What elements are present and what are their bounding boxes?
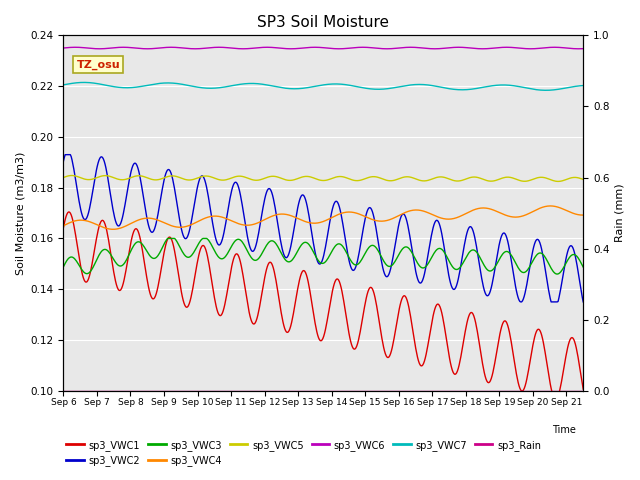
sp3_Rain <box>152 388 159 394</box>
Text: Time: Time <box>552 425 576 435</box>
sp3_VWC6 <box>296 46 304 51</box>
Legend: sp3_VWC1, sp3_VWC2, sp3_VWC3, sp3_VWC4, sp3_VWC5, sp3_VWC6, sp3_VWC7, sp3_Rain: sp3_VWC1, sp3_VWC2, sp3_VWC3, sp3_VWC4, … <box>63 436 545 470</box>
sp3_VWC5 <box>296 175 303 181</box>
sp3_VWC1 <box>552 396 559 402</box>
sp3_VWC6 <box>120 44 127 50</box>
sp3_VWC7 <box>60 82 67 88</box>
sp3_VWC7 <box>367 86 374 92</box>
sp3_VWC1 <box>296 277 303 283</box>
sp3_VWC4 <box>452 215 460 221</box>
sp3_VWC5 <box>579 177 587 182</box>
sp3_VWC2 <box>60 158 67 164</box>
sp3_VWC5 <box>452 178 460 184</box>
sp3_VWC7 <box>579 83 587 88</box>
sp3_VWC3 <box>579 264 587 270</box>
sp3_Rain <box>406 388 414 394</box>
sp3_VWC6 <box>408 45 416 50</box>
sp3_VWC4 <box>60 223 67 228</box>
Title: SP3 Soil Moisture: SP3 Soil Moisture <box>257 15 389 30</box>
Y-axis label: Rain (mm): Rain (mm) <box>615 184 625 242</box>
sp3_VWC6 <box>194 46 202 52</box>
sp3_VWC6 <box>367 45 375 50</box>
sp3_VWC3 <box>164 236 172 241</box>
sp3_VWC2 <box>452 285 460 290</box>
sp3_VWC1 <box>452 371 460 377</box>
sp3_VWC1 <box>65 209 72 215</box>
sp3_VWC5 <box>408 175 415 180</box>
sp3_VWC7 <box>81 80 88 85</box>
sp3_VWC2 <box>367 205 374 211</box>
sp3_VWC2 <box>62 152 70 157</box>
sp3_VWC3 <box>367 243 374 249</box>
sp3_VWC5 <box>554 179 562 184</box>
sp3_VWC3 <box>554 271 561 277</box>
sp3_VWC2 <box>194 182 202 188</box>
sp3_VWC4 <box>367 216 374 222</box>
sp3_Rain <box>366 388 374 394</box>
sp3_VWC6 <box>152 46 160 51</box>
Line: sp3_VWC2: sp3_VWC2 <box>63 155 583 302</box>
Line: sp3_VWC7: sp3_VWC7 <box>63 83 583 90</box>
sp3_VWC4 <box>296 216 303 222</box>
Line: sp3_VWC4: sp3_VWC4 <box>63 206 583 229</box>
Line: sp3_VWC3: sp3_VWC3 <box>63 239 583 274</box>
sp3_VWC1 <box>60 225 67 230</box>
sp3_VWC6 <box>239 46 247 52</box>
sp3_VWC5 <box>60 175 67 180</box>
sp3_VWC3 <box>296 245 303 251</box>
sp3_VWC6 <box>452 45 460 50</box>
sp3_VWC2 <box>517 299 525 305</box>
Line: sp3_VWC6: sp3_VWC6 <box>63 47 583 49</box>
sp3_VWC3 <box>194 242 202 248</box>
sp3_VWC2 <box>408 243 415 249</box>
Y-axis label: Soil Moisture (m3/m3): Soil Moisture (m3/m3) <box>15 151 25 275</box>
sp3_VWC3 <box>152 255 159 261</box>
sp3_VWC2 <box>152 220 160 226</box>
sp3_VWC4 <box>152 216 160 222</box>
sp3_VWC1 <box>194 256 202 262</box>
sp3_VWC1 <box>367 285 374 290</box>
sp3_VWC7 <box>452 86 460 92</box>
Text: TZ_osu: TZ_osu <box>76 60 120 70</box>
sp3_VWC2 <box>296 198 303 204</box>
sp3_VWC4 <box>408 208 415 214</box>
sp3_VWC7 <box>408 82 415 88</box>
sp3_VWC7 <box>296 86 303 92</box>
sp3_VWC5 <box>367 174 374 180</box>
sp3_Rain <box>579 388 587 394</box>
sp3_Rain <box>451 388 459 394</box>
sp3_VWC6 <box>579 46 587 51</box>
sp3_VWC5 <box>194 175 202 181</box>
sp3_VWC7 <box>152 81 160 87</box>
sp3_VWC1 <box>579 386 587 392</box>
sp3_Rain <box>193 388 201 394</box>
sp3_VWC3 <box>60 264 67 270</box>
sp3_VWC7 <box>194 84 202 90</box>
sp3_Rain <box>295 388 303 394</box>
sp3_VWC5 <box>68 173 76 179</box>
sp3_VWC6 <box>60 45 67 51</box>
sp3_VWC4 <box>194 218 202 224</box>
sp3_VWC4 <box>579 212 587 218</box>
sp3_VWC1 <box>152 291 160 297</box>
sp3_VWC7 <box>542 87 550 93</box>
sp3_VWC3 <box>408 249 415 254</box>
sp3_Rain <box>60 388 67 394</box>
sp3_VWC4 <box>547 203 554 209</box>
Line: sp3_VWC1: sp3_VWC1 <box>63 212 583 399</box>
sp3_VWC4 <box>109 227 116 232</box>
sp3_VWC3 <box>452 266 460 272</box>
sp3_VWC5 <box>152 177 160 183</box>
Line: sp3_VWC5: sp3_VWC5 <box>63 176 583 181</box>
sp3_VWC1 <box>408 319 415 324</box>
sp3_VWC2 <box>579 299 587 305</box>
